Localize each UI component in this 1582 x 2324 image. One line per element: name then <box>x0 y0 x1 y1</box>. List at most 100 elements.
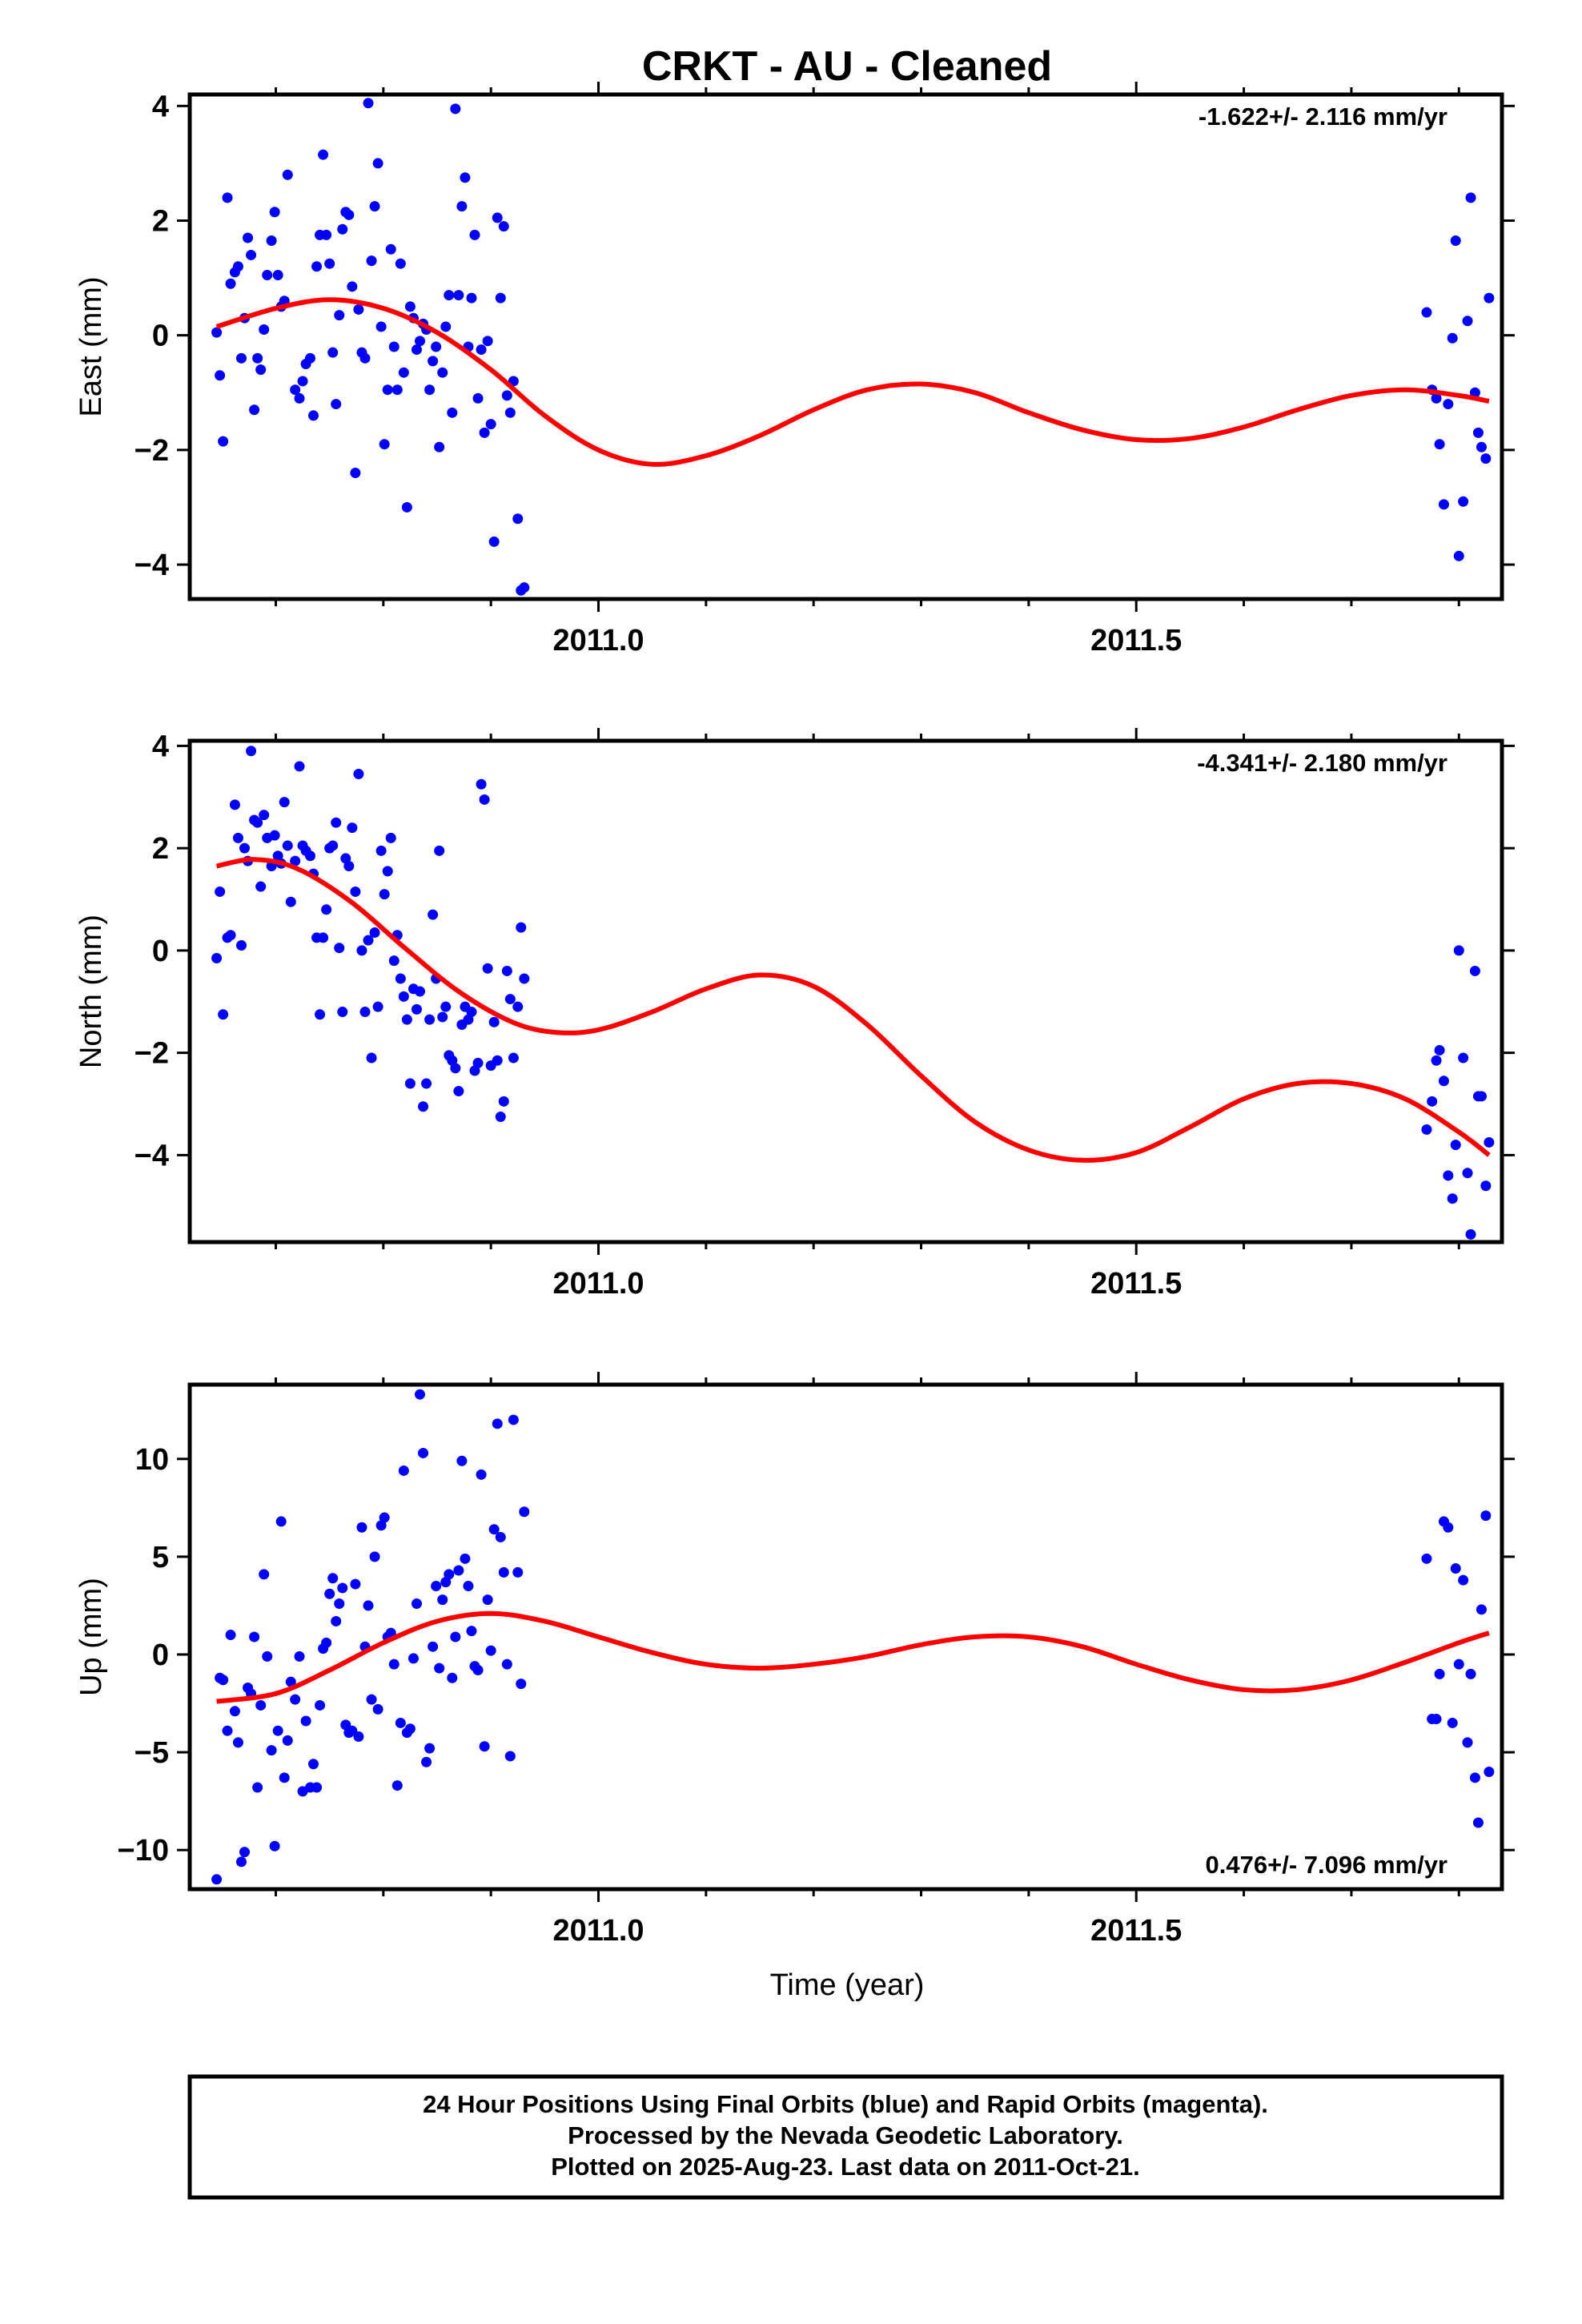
north-data-point <box>239 842 251 854</box>
east-data-point <box>1434 439 1445 450</box>
north-data-point <box>1458 1052 1469 1063</box>
east-data-point <box>472 392 484 404</box>
north-data-point <box>315 1009 326 1020</box>
east-data-point <box>411 344 422 356</box>
up-data-point <box>388 1659 400 1670</box>
north-ytick-label: 2 <box>152 832 169 866</box>
north-rate-label: -4.341+/- 2.180 mm/yr <box>1197 749 1447 777</box>
up-data <box>211 1389 1495 1885</box>
north-data-point <box>519 973 530 984</box>
north-data-point <box>1469 965 1480 976</box>
north-data-point <box>1462 1168 1473 1179</box>
north-xtick-label: 2011.0 <box>552 1267 644 1301</box>
north-data-point <box>401 1014 412 1025</box>
up-xtick-label: 2011.0 <box>552 1914 644 1948</box>
east-ylabel: East (mm) <box>74 276 108 416</box>
up-data-point <box>1447 1717 1458 1728</box>
north-data-point <box>279 797 290 808</box>
north-data-point <box>388 955 400 967</box>
up-data-point <box>1431 1714 1442 1725</box>
up-data-point <box>1462 1737 1473 1748</box>
up-data-point <box>327 1573 339 1584</box>
east-rate-label: -1.622+/- 2.116 mm/yr <box>1199 103 1447 131</box>
up-data-point <box>282 1735 293 1746</box>
east-data-point <box>304 352 315 364</box>
east-data-point <box>222 192 233 203</box>
panels: 4 2 0 −2 −4 2011.0 2011.5 East (mm) -1.622+/- 2.… <box>74 82 1515 1948</box>
east-data-point <box>266 235 277 247</box>
up-data-point <box>375 1520 387 1531</box>
up-data-point <box>252 1782 263 1793</box>
north-ytick-label: 0 <box>152 935 169 968</box>
up-data-point <box>1480 1510 1492 1522</box>
north-data-point <box>1450 1140 1461 1151</box>
north-data-point <box>482 963 493 974</box>
east-data-point <box>428 356 439 367</box>
up-data-point <box>479 1741 490 1752</box>
footer-line-3: Plotted on 2025-Aug-23. Last data on 201… <box>551 2153 1140 2181</box>
up-data-point <box>498 1566 509 1578</box>
east-data-point <box>297 376 308 387</box>
up-data-point <box>492 1418 503 1429</box>
up-data-point <box>279 1772 290 1783</box>
up-data-point <box>476 1469 487 1480</box>
up-data-point <box>337 1582 348 1594</box>
east-data-point <box>414 336 425 347</box>
east-data-point <box>447 407 458 418</box>
up-data-point <box>395 1717 406 1728</box>
north-data-point <box>318 932 329 943</box>
east-data-point <box>331 399 342 410</box>
north-data-point <box>331 817 342 828</box>
up-data-point <box>485 1645 496 1656</box>
up-data-point <box>275 1516 287 1527</box>
east-data-point <box>1438 499 1449 510</box>
east-data-point <box>1476 441 1487 452</box>
east-data-point <box>434 441 445 452</box>
up-data-point <box>222 1725 233 1736</box>
east-data-point <box>519 582 530 593</box>
north-data-point <box>418 1101 429 1112</box>
north-data-point <box>269 830 280 841</box>
north-data-point <box>327 840 339 851</box>
north-data-point <box>428 909 439 920</box>
north-data-point <box>334 943 345 954</box>
up-panel: 10 5 0 −5 −10 2011.0 2011.5 Up (mm) 0.476+/- 7.0… <box>74 1372 1515 1948</box>
north-data-point <box>304 850 315 862</box>
up-data-point <box>450 1631 461 1642</box>
east-data-point <box>327 347 339 358</box>
east-data-point <box>488 536 500 547</box>
east-data-point <box>321 229 332 240</box>
east-data-point <box>269 207 280 218</box>
up-data-point <box>391 1780 403 1791</box>
north-data-point <box>235 940 247 951</box>
up-data-point <box>440 1577 452 1588</box>
north-data-point <box>369 927 380 939</box>
north-data-point <box>395 973 406 984</box>
east-data-point <box>453 290 464 301</box>
north-data-point <box>512 1001 524 1012</box>
east-ytick-label: 4 <box>152 90 169 123</box>
east-data-point <box>469 229 480 240</box>
north-data-point <box>343 861 355 871</box>
north-data-point <box>375 845 387 856</box>
north-data-point <box>246 746 257 757</box>
up-data-point <box>504 1751 516 1762</box>
up-data-point <box>501 1659 512 1670</box>
east-data-point <box>343 209 355 220</box>
up-data-point <box>266 1745 277 1756</box>
north-frame <box>187 738 1504 1244</box>
north-data-point <box>1447 1193 1458 1204</box>
up-data-point <box>372 1703 383 1715</box>
up-data-point <box>235 1856 247 1868</box>
up-data-point <box>356 1522 367 1533</box>
north-data-point <box>434 845 445 856</box>
east-data-point <box>262 270 273 281</box>
up-ytick-label: 5 <box>152 1541 169 1574</box>
north-data-point <box>1438 1076 1449 1087</box>
up-data-point <box>315 1699 326 1711</box>
up-data-point <box>460 1553 471 1564</box>
north-data-point <box>1484 1136 1495 1148</box>
east-data <box>211 98 1495 596</box>
east-data-point <box>466 292 477 304</box>
up-data-point <box>1434 1668 1445 1679</box>
